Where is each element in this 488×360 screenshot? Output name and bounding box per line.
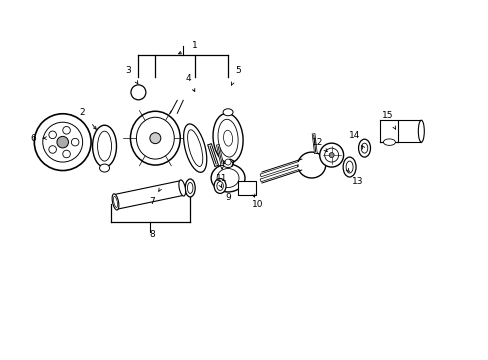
Text: 12: 12 [311,138,323,147]
Circle shape [62,150,70,158]
Text: 13: 13 [351,177,363,186]
Circle shape [49,146,56,153]
Circle shape [49,131,56,139]
Ellipse shape [112,194,119,210]
Circle shape [319,143,343,167]
Text: 14: 14 [348,131,360,140]
Ellipse shape [100,164,109,172]
Ellipse shape [216,181,223,190]
Ellipse shape [187,183,193,193]
Ellipse shape [223,130,232,146]
Circle shape [131,85,145,100]
Ellipse shape [98,131,111,161]
Text: 9: 9 [225,193,230,202]
Text: 11: 11 [216,174,227,183]
Ellipse shape [185,179,195,197]
Circle shape [57,136,68,148]
Text: 4: 4 [185,74,191,83]
Circle shape [324,148,338,162]
Ellipse shape [136,117,174,159]
Ellipse shape [92,125,116,167]
Ellipse shape [358,139,370,157]
Ellipse shape [187,130,203,166]
Bar [238,181,255,195]
Text: 7: 7 [149,197,155,206]
Ellipse shape [297,152,325,178]
Ellipse shape [417,120,424,142]
Ellipse shape [183,124,206,172]
Ellipse shape [213,113,243,163]
Circle shape [42,122,82,162]
Text: 15: 15 [381,111,392,120]
Text: 1: 1 [192,41,198,50]
Circle shape [34,114,91,171]
Text: 3: 3 [125,66,131,75]
Ellipse shape [218,119,238,157]
Circle shape [328,153,333,158]
Ellipse shape [113,197,117,207]
Ellipse shape [361,143,367,153]
Ellipse shape [179,180,185,196]
Circle shape [71,138,79,146]
Text: 6: 6 [30,134,36,143]
Ellipse shape [223,109,233,116]
Ellipse shape [343,157,355,177]
Ellipse shape [211,164,244,192]
Ellipse shape [346,161,352,173]
Circle shape [62,126,70,134]
Circle shape [224,159,230,165]
Text: 10: 10 [252,201,263,210]
Text: 5: 5 [235,66,241,75]
Ellipse shape [130,111,180,165]
Ellipse shape [214,179,225,193]
Text: 2: 2 [80,108,85,117]
Circle shape [149,133,161,144]
Ellipse shape [223,161,233,167]
Text: 8: 8 [149,230,155,239]
Ellipse shape [217,168,239,188]
Ellipse shape [383,139,395,145]
